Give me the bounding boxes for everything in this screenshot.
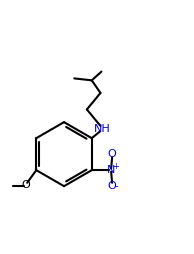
Text: +: +	[112, 162, 119, 171]
Text: O: O	[108, 181, 116, 191]
Text: N: N	[107, 165, 115, 175]
Text: O: O	[21, 180, 30, 190]
Text: O: O	[108, 149, 116, 159]
Text: -: -	[115, 181, 118, 191]
Text: NH: NH	[94, 124, 111, 134]
